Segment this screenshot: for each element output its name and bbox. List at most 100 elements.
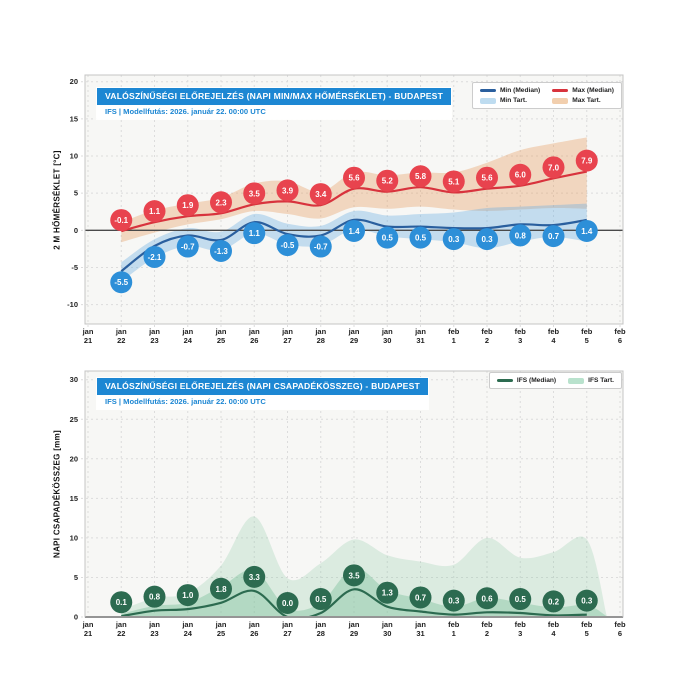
data-point-value: 0.3 <box>481 235 493 244</box>
temperature-y-axis-title: 2 M HŐMÉRSÉKLET [°C] <box>52 150 62 250</box>
svg-text:28: 28 <box>317 336 325 345</box>
data-point-value: 5.6 <box>481 174 493 183</box>
svg-text:jan: jan <box>215 327 227 336</box>
temperature-subtitle: IFS | Modellfutás: 2026. január 22. 00:0… <box>105 107 266 116</box>
svg-text:27: 27 <box>283 336 291 345</box>
axis-tick-labels: 051015202530jan21jan22jan23jan24jan25jan… <box>70 375 626 638</box>
data-point-value: 0.3 <box>448 597 460 606</box>
svg-text:jan: jan <box>115 620 127 629</box>
ifs-median-line-swatch-icon <box>496 379 513 382</box>
data-point-marker <box>176 235 199 258</box>
data-point-value: 3.3 <box>249 573 261 582</box>
data-point-value: 0.3 <box>581 597 593 606</box>
svg-text:feb: feb <box>448 620 460 629</box>
svg-text:26: 26 <box>250 336 258 345</box>
data-point-marker <box>110 271 133 294</box>
legend-item-max-median: Max (Median) <box>552 87 614 94</box>
data-point-marker <box>409 226 432 249</box>
data-point-marker <box>575 149 598 172</box>
svg-text:-10: -10 <box>67 300 78 309</box>
svg-text:21: 21 <box>84 336 92 345</box>
data-point-value: 1.4 <box>348 227 360 236</box>
data-point-marker <box>343 564 365 587</box>
data-point-marker <box>542 225 565 248</box>
svg-text:jan: jan <box>414 620 426 629</box>
precipitation-title-box: VALÓSZÍNŰSÉGI ELŐREJELZÉS (NAPI CSAPADÉK… <box>97 378 428 409</box>
svg-text:feb: feb <box>548 620 560 629</box>
precipitation-y-axis-title: NAPI CSAPADÉKÖSSZEG [mm] <box>52 430 62 558</box>
data-point-value: 1.4 <box>581 227 593 236</box>
data-point-marker <box>343 166 365 189</box>
data-point-value: 5.2 <box>382 177 394 186</box>
data-point-value: 1.8 <box>215 585 227 594</box>
data-point-value: 3.4 <box>315 190 327 199</box>
data-point-value: 0.7 <box>415 593 427 602</box>
data-point-marker <box>476 228 498 251</box>
data-point-marker <box>476 587 498 610</box>
svg-text:10: 10 <box>70 533 78 542</box>
svg-text:jan: jan <box>148 620 160 629</box>
svg-text:jan: jan <box>181 327 193 336</box>
data-point-marker <box>243 182 266 205</box>
svg-text:5: 5 <box>585 629 589 638</box>
svg-text:29: 29 <box>350 336 358 345</box>
data-point-marker <box>409 586 432 609</box>
max-median-line-swatch-icon <box>552 89 569 92</box>
data-point-value: 3.5 <box>249 189 261 198</box>
svg-text:30: 30 <box>70 375 78 384</box>
data-point-value: 5.8 <box>415 172 427 181</box>
svg-text:23: 23 <box>150 336 158 345</box>
svg-text:4: 4 <box>551 336 556 345</box>
data-point-marker <box>210 240 232 263</box>
svg-text:22: 22 <box>117 629 125 638</box>
precipitation-subtitle: IFS | Modellfutás: 2026. január 22. 00:0… <box>105 397 266 406</box>
data-point-marker <box>309 588 332 611</box>
data-point-marker <box>376 581 399 604</box>
svg-text:feb: feb <box>481 620 493 629</box>
data-point-marker <box>276 179 299 202</box>
svg-text:24: 24 <box>184 336 193 345</box>
data-point-value: 0.1 <box>116 598 128 607</box>
svg-text:20: 20 <box>70 77 78 86</box>
data-point-value: 1.9 <box>182 201 194 210</box>
svg-text:jan: jan <box>215 620 227 629</box>
svg-text:2: 2 <box>485 629 489 638</box>
svg-text:jan: jan <box>82 327 94 336</box>
data-point-value: 5.1 <box>448 177 460 186</box>
data-point-marker <box>476 166 498 189</box>
data-point-value: 1.1 <box>249 229 261 238</box>
svg-text:5: 5 <box>585 336 589 345</box>
data-point-marker <box>309 183 332 206</box>
svg-text:jan: jan <box>314 327 326 336</box>
data-point-marker <box>210 191 232 214</box>
data-point-value: -0.5 <box>281 241 295 250</box>
data-point-markers: 0.1 0.8 1.0 1.8 3.3 0.0 0.5 3.5 1.3 0.7 0.3 0.6 0.5 0… <box>110 564 598 614</box>
data-point-value: 1.1 <box>149 207 161 216</box>
data-point-value: -0.7 <box>314 243 328 252</box>
data-point-marker <box>210 577 232 600</box>
data-point-value: 1.0 <box>182 591 194 600</box>
min-range-band-swatch-icon <box>479 97 496 104</box>
svg-text:jan: jan <box>248 620 260 629</box>
precipitation-legend: IFS (Median) IFS Tart. <box>488 372 622 389</box>
median-line <box>121 588 587 617</box>
axis-tick-labels: -10-505101520jan21jan22jan23jan24jan25ja… <box>67 77 626 345</box>
data-point-marker <box>509 588 532 611</box>
data-point-marker <box>110 591 133 614</box>
data-point-marker <box>542 156 565 179</box>
legend-item-min-median: Min (Median) <box>479 87 540 94</box>
svg-text:22: 22 <box>117 336 125 345</box>
svg-text:27: 27 <box>283 629 291 638</box>
svg-text:feb: feb <box>581 327 593 336</box>
data-point-marker <box>176 584 199 607</box>
precipitation-title: VALÓSZÍNŰSÉGI ELŐREJELZÉS (NAPI CSAPADÉK… <box>97 378 428 395</box>
plot-frame <box>84 74 624 325</box>
data-point-marker <box>376 226 399 249</box>
data-point-value: 0.5 <box>382 234 394 243</box>
svg-text:jan: jan <box>115 327 127 336</box>
data-point-marker <box>442 228 465 251</box>
data-point-value: 3.5 <box>348 571 360 580</box>
svg-text:jan: jan <box>348 327 360 336</box>
temperature-legend: Min (Median) Max (Median) Min Tart. Max … <box>471 82 622 109</box>
svg-text:jan: jan <box>181 620 193 629</box>
